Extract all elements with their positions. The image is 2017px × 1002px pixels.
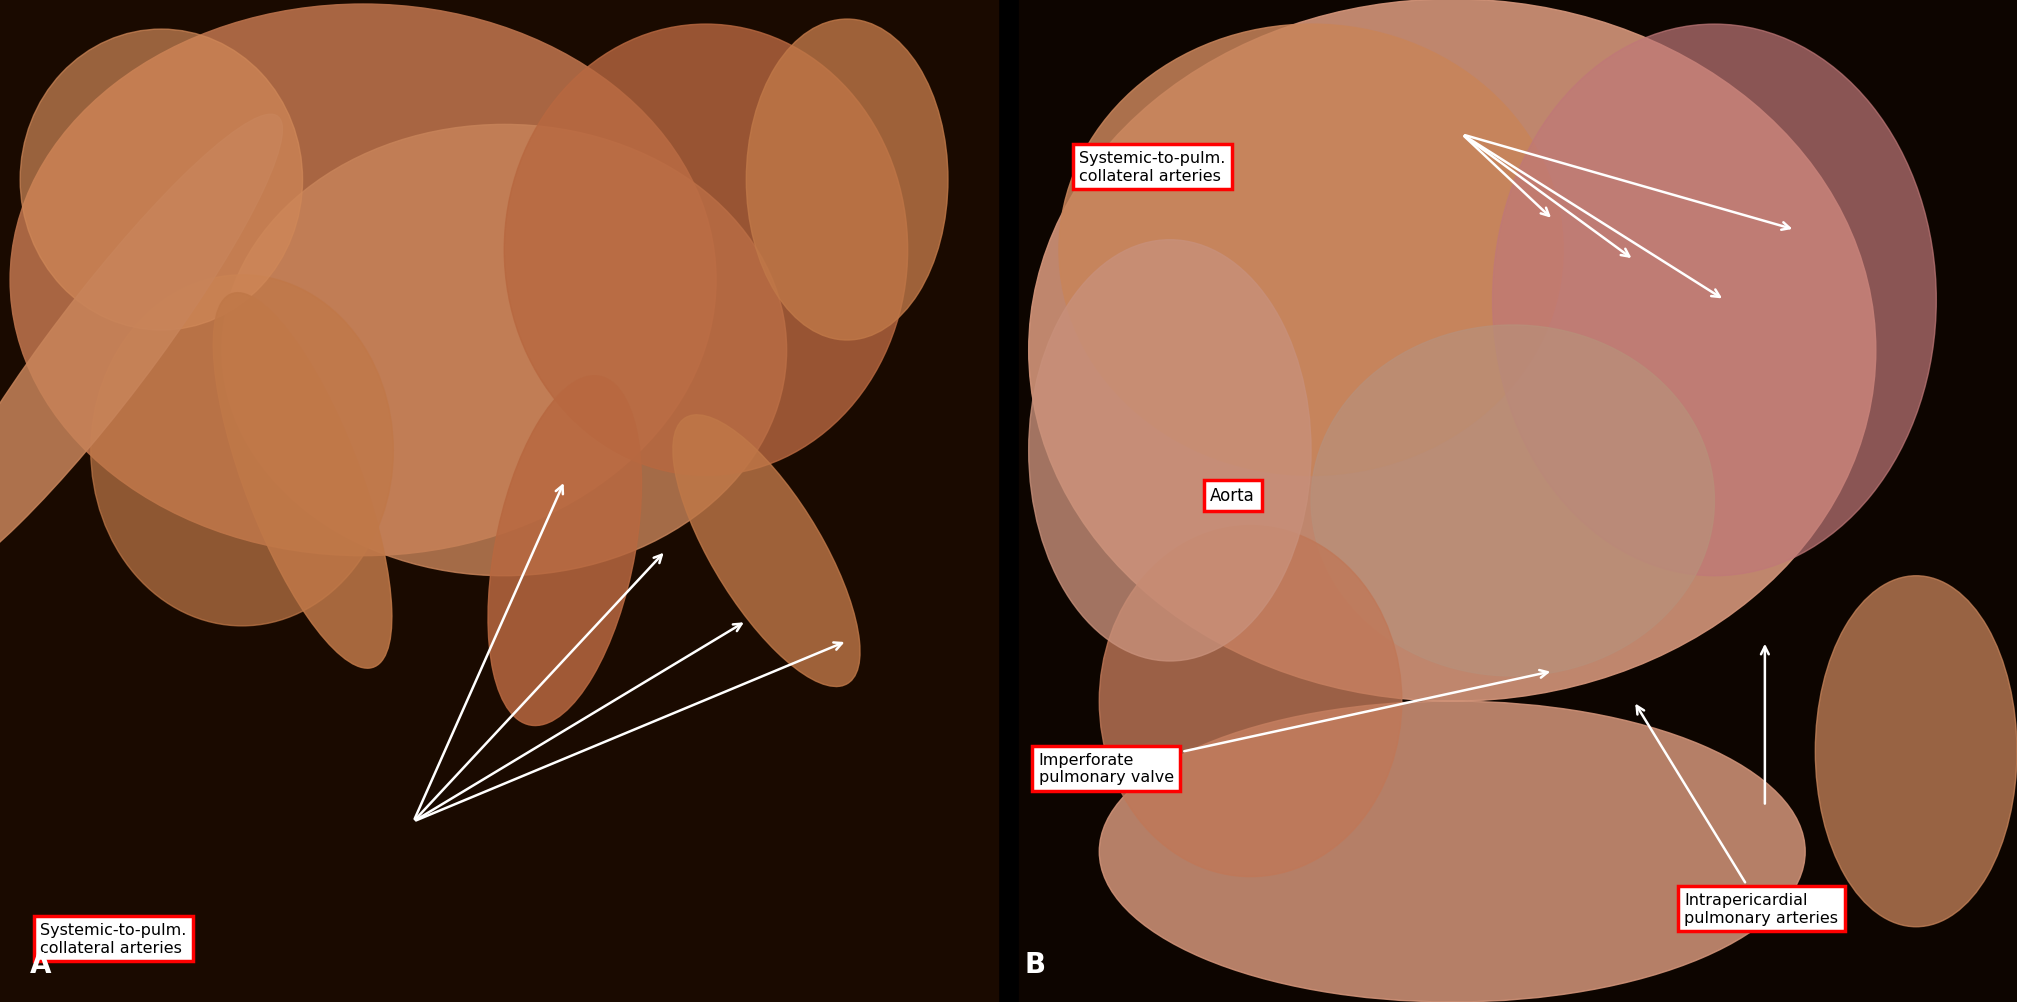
Ellipse shape	[10, 5, 716, 556]
Ellipse shape	[1099, 526, 1402, 877]
Bar	[1019, 0, 2017, 1002]
Text: Aorta: Aorta	[1210, 487, 1255, 505]
Bar	[0, 0, 998, 1002]
Text: Intrapericardial
pulmonary arteries: Intrapericardial pulmonary arteries	[1636, 706, 1837, 925]
Ellipse shape	[1029, 0, 1876, 701]
Ellipse shape	[91, 276, 393, 626]
Ellipse shape	[746, 20, 948, 341]
Text: Systemic-to-pulm.
collateral arteries: Systemic-to-pulm. collateral arteries	[40, 923, 188, 955]
Ellipse shape	[488, 377, 641, 725]
Ellipse shape	[1311, 326, 1714, 676]
Ellipse shape	[0, 115, 282, 586]
Ellipse shape	[1059, 25, 1563, 476]
Ellipse shape	[222, 125, 787, 576]
Ellipse shape	[1815, 576, 2017, 927]
Text: B: B	[1025, 950, 1045, 978]
Ellipse shape	[214, 294, 391, 668]
Ellipse shape	[20, 30, 303, 331]
Ellipse shape	[674, 416, 859, 686]
Text: Imperforate
pulmonary valve: Imperforate pulmonary valve	[1039, 670, 1547, 785]
Ellipse shape	[1493, 25, 1936, 576]
Text: A: A	[30, 950, 52, 978]
Ellipse shape	[1029, 240, 1311, 661]
Ellipse shape	[1099, 701, 1805, 1002]
Ellipse shape	[504, 25, 908, 476]
Text: Systemic-to-pulm.
collateral arteries: Systemic-to-pulm. collateral arteries	[1079, 151, 1226, 183]
